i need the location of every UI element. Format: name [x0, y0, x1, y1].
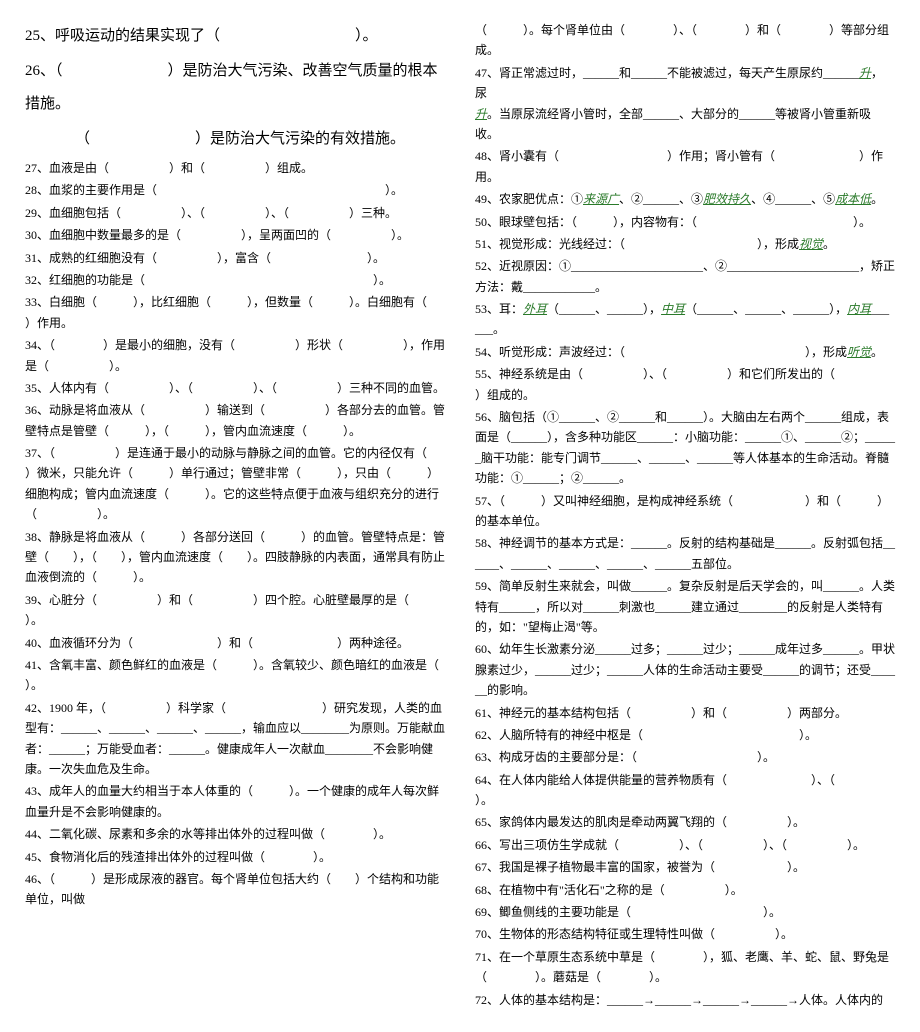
r54b: 。: [871, 345, 883, 359]
q30: 30、血细胞中数量最多的是（ ），呈两面凹的（ ）。: [25, 225, 445, 245]
r55: 55、神经系统是由（ ）、（ ）和它们所发出的（ ）组成的。: [475, 364, 895, 405]
r62: 62、人脑所特有的神经中枢是（ ）。: [475, 725, 895, 745]
r71: 71、在一个草原生态系统中草是（ ），狐、老鹰、羊、蛇、鼠、野兔是（ ）。蘑菇是…: [475, 947, 895, 988]
r54a: 54、听觉形成：声波经过：（ ），形成: [475, 345, 847, 359]
q33: 33、白细胞（ ），比红细胞（ ），但数量（ ）。白细胞有（ ）作用。: [25, 292, 445, 333]
r72: 72、人体的基本结构是：______→______→______→______→…: [475, 990, 895, 1010]
q28: 28、血浆的主要作用是（ ）。: [25, 180, 445, 200]
q37: 37、（ ）是连通于最小的动脉与静脉之间的血管。它的内径仅有（ ）微米，只能允许…: [25, 443, 445, 525]
r47d: 。当原尿流经肾小管时，全部______、大部分的______等被肾小管重新吸收。: [475, 107, 871, 141]
r49u3: 成本低: [835, 192, 871, 206]
q31: 31、成熟的红细胞没有（ ），富含（ ）。: [25, 248, 445, 268]
r59: 59、简单反射生来就会，叫做______。复杂反射是后天学会的，叫______。…: [475, 576, 895, 637]
r53c: （______、______、______），: [685, 302, 847, 316]
r54u: 听觉: [847, 345, 871, 359]
r58: 58、神经调节的基本方式是：______。反射的结构基础是______。反射弧包…: [475, 533, 895, 574]
r53b: （______、______），: [547, 302, 661, 316]
q29: 29、血细胞包括（ ）、（ ）、（ ）三种。: [25, 203, 445, 223]
right-column: （ ）。每个肾单位由（ ）、（ ）和（ ）等部分组成。 47、肾正常滤过时，__…: [475, 20, 895, 1012]
r57: 57、（ ）又叫神经细胞，是构成神经系统（ ）和（ ）的基本单位。: [475, 491, 895, 532]
r49b: 、②______、③: [619, 192, 703, 206]
r53u: 外耳: [523, 302, 547, 316]
r54: 54、听觉形成：声波经过：（ ），形成听觉。: [475, 342, 895, 362]
r51u: 视觉: [799, 237, 823, 251]
q41: 41、含氧丰富、颜色鲜红的血液是（ ）。含氧较少、颜色暗红的血液是（ ）。: [25, 655, 445, 696]
r50: 50、眼球壁包括：（ ），内容物有：（ ）。: [475, 212, 895, 232]
q36: 36、动脉是将血液从（ ）输送到（ ）各部分去的血管。管壁特点是管壁（ ），（ …: [25, 400, 445, 441]
r49a: 49、农家肥优点：①: [475, 192, 583, 206]
r56: 56、脑包括（①______、②______和______）。大脑由左右两个__…: [475, 407, 895, 489]
r47: 47、肾正常滤过时，______和______不能被滤过，每天产生原尿约____…: [475, 63, 895, 145]
r65: 65、家鸽体内最发达的肌肉是牵动两翼飞翔的（ ）。: [475, 812, 895, 832]
q45: 45、食物消化后的残渣排出体外的过程叫做（ ）。: [25, 847, 445, 867]
r47a: 47、肾正常滤过时，______和______不能被滤过，每天产生原尿约____…: [475, 66, 859, 80]
q42: 42、1900 年，（ ）科学家（ ）研究发现，人类的血型有：______、__…: [25, 698, 445, 780]
r53a: 53、耳：: [475, 302, 523, 316]
r49d: 。: [871, 192, 883, 206]
r67: 67、我国是裸子植物最丰富的国家，被誉为（ ）。: [475, 857, 895, 877]
r47u: 升: [859, 66, 871, 80]
r66: 66、写出三项仿生学成就（ ）、（ ）、（ ）。: [475, 835, 895, 855]
r51b: 。: [823, 237, 835, 251]
r49: 49、农家肥优点：①来源广、②______、③肥效持久、④______、⑤成本低…: [475, 189, 895, 209]
r70: 70、生物体的形态结构特征或生理特性叫做（ ）。: [475, 924, 895, 944]
r46b: （ ）。每个肾单位由（ ）、（ ）和（ ）等部分组成。: [475, 20, 895, 61]
r63: 63、构成牙齿的主要部分是：（ ）。: [475, 747, 895, 767]
r49c: 、④______、⑤: [751, 192, 835, 206]
r68: 68、在植物中有"活化石"之称的是（ ）。: [475, 880, 895, 900]
q38: 38、静脉是将血液从（ ）各部分送回（ ）的血管。管壁特点是：管壁（ ），（ ）…: [25, 527, 445, 588]
q39: 39、心脏分（ ）和（ ）四个腔。心脏壁最厚的是（ ）。: [25, 590, 445, 631]
q27: 27、血液是由（ ）和（ ）组成。: [25, 158, 445, 178]
r53u2: 中耳: [661, 302, 685, 316]
r69: 69、鲫鱼侧线的主要功能是（ ）。: [475, 902, 895, 922]
q32: 32、红细胞的功能是（ ）。: [25, 270, 445, 290]
r64: 64、在人体内能给人体提供能量的营养物质有（ ）、（ ）。: [475, 770, 895, 811]
left-column: 25、呼吸运动的结果实现了（ ）。 26、（ ）是防治大气污染、改善空气质量的根…: [25, 20, 445, 1012]
r52: 52、近视原因：①______________________、②_______…: [475, 256, 895, 297]
r48: 48、肾小囊有（ ）作用；肾小管有（ ）作用。: [475, 146, 895, 187]
r49u2: 肥效持久: [703, 192, 751, 206]
r51a: 51、视觉形成：光线经过：（ ），形成: [475, 237, 799, 251]
q26b: （ ）是防治大气污染的有效措施。: [25, 123, 445, 156]
q44: 44、二氧化碳、尿素和多余的水等排出体外的过程叫做（ ）。: [25, 824, 445, 844]
q43: 43、成年人的血量大约相当于本人体重的（ ）。一个健康的成年人每次鲜血量升是不会…: [25, 781, 445, 822]
q46: 46、（ ）是形成尿液的器官。每个肾单位包括大约（ ）个结构和功能单位，叫做: [25, 869, 445, 910]
r60: 60、幼年生长激素分泌______过多；______过少；______成年过多_…: [475, 639, 895, 700]
r47c: 升: [475, 107, 487, 121]
q26a: 26、（ ）是防治大气污染、改善空气质量的根本措施。: [25, 55, 445, 121]
q34: 34、（ ）是最小的细胞，没有（ ）形状（ ），作用是（ ）。: [25, 335, 445, 376]
q25: 25、呼吸运动的结果实现了（ ）。: [25, 20, 445, 53]
r53u3: 内耳: [847, 302, 871, 316]
r51: 51、视觉形成：光线经过：（ ），形成视觉。: [475, 234, 895, 254]
r61: 61、神经元的基本结构包括（ ）和（ ）两部分。: [475, 703, 895, 723]
q40: 40、血液循环分为（ ）和（ ）两种途径。: [25, 633, 445, 653]
q35: 35、人体内有（ ）、（ ）、（ ）三种不同的血管。: [25, 378, 445, 398]
r49u1: 来源广: [583, 192, 619, 206]
r53: 53、耳：外耳（______、______），中耳（______、______、…: [475, 299, 895, 340]
